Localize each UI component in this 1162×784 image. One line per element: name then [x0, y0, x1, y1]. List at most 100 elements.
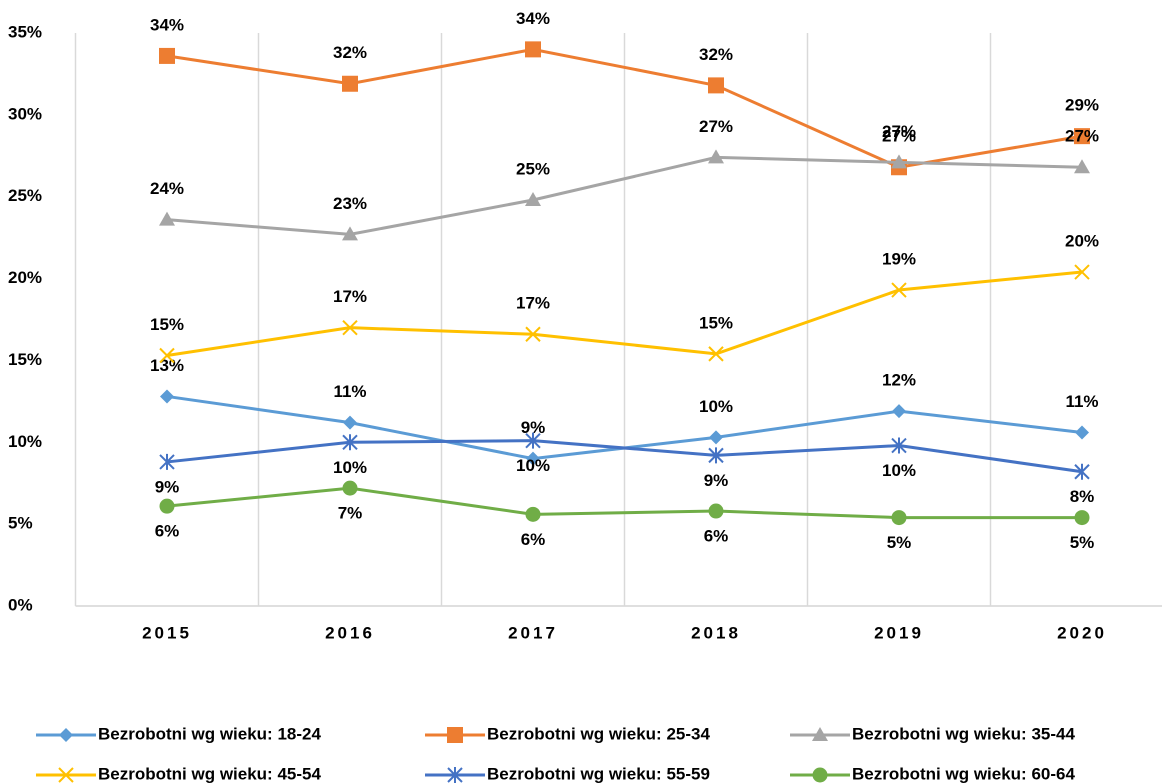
y-tick-label: 30%	[8, 104, 42, 123]
marker	[59, 728, 73, 742]
data-label: 9%	[704, 471, 729, 490]
data-label: 10%	[699, 397, 733, 416]
data-label: 29%	[1065, 96, 1099, 115]
data-label: 15%	[699, 313, 733, 332]
data-label: 6%	[704, 527, 729, 546]
data-label: 32%	[699, 45, 733, 64]
x-tick-label: 2019	[874, 623, 924, 642]
data-label: 10%	[516, 456, 550, 475]
marker	[1074, 128, 1090, 145]
y-tick-label: 20%	[8, 268, 42, 287]
legend-label: Bezrobotni wg wieku: 45-54	[98, 764, 321, 783]
series-line	[166, 439, 1083, 474]
data-label: 24%	[150, 179, 184, 198]
marker	[891, 437, 907, 454]
data-label: 20%	[1065, 232, 1099, 251]
marker	[708, 447, 724, 464]
marker	[1075, 425, 1089, 440]
marker	[891, 154, 907, 169]
marker	[342, 434, 358, 451]
x-tick-label: 2015	[142, 623, 192, 642]
legend-label: Bezrobotni wg wieku: 35-44	[852, 724, 1075, 743]
data-label: 7%	[338, 504, 363, 523]
data-label: 11%	[333, 382, 366, 401]
data-label: 25%	[516, 159, 550, 178]
marker	[708, 346, 724, 362]
marker	[159, 453, 175, 470]
marker	[159, 211, 175, 226]
marker	[159, 47, 175, 64]
y-tick-label: 10%	[8, 432, 42, 451]
legend-label: Bezrobotni wg wieku: 60-64	[852, 764, 1075, 783]
marker	[892, 404, 906, 419]
marker	[709, 430, 723, 445]
data-label: 9%	[155, 477, 180, 496]
data-label: 27%	[699, 117, 733, 136]
data-label: 17%	[516, 294, 550, 313]
marker	[342, 319, 358, 336]
data-label: 13%	[150, 356, 184, 375]
data-label: 10%	[333, 458, 367, 477]
marker	[525, 506, 541, 522]
marker	[447, 727, 463, 743]
data-label: 9%	[521, 418, 546, 437]
x-tick-label: 2017	[508, 623, 558, 642]
marker	[342, 226, 358, 241]
marker	[343, 415, 357, 430]
marker	[160, 389, 174, 404]
x-tick-label: 2018	[691, 623, 741, 642]
data-label: 8%	[1070, 487, 1095, 506]
data-label: 34%	[150, 15, 184, 34]
marker	[342, 480, 358, 496]
data-label: 5%	[887, 533, 912, 552]
marker	[1074, 510, 1090, 526]
marker	[1074, 264, 1090, 280]
y-tick-label: 35%	[8, 22, 42, 41]
marker	[891, 282, 907, 298]
y-tick-label: 15%	[8, 350, 42, 369]
marker	[708, 77, 724, 94]
data-label: 27%	[1065, 127, 1099, 146]
series-line	[166, 270, 1083, 357]
marker	[708, 149, 724, 164]
data-label: 11%	[1065, 392, 1098, 411]
data-label: 15%	[150, 315, 184, 334]
data-label: 27%	[882, 122, 916, 141]
x-tick-label: 2020	[1057, 623, 1107, 642]
data-label: 17%	[333, 287, 367, 306]
legend-label: Bezrobotni wg wieku: 18-24	[98, 724, 321, 743]
data-label: 6%	[155, 522, 180, 541]
data-label: 10%	[882, 461, 916, 480]
marker	[525, 191, 541, 206]
data-label: 34%	[516, 9, 550, 28]
data-label: 5%	[1070, 533, 1095, 552]
marker	[812, 727, 828, 741]
marker	[159, 498, 175, 514]
y-tick-label: 0%	[8, 595, 33, 614]
marker	[525, 326, 541, 342]
marker	[526, 451, 540, 466]
marker	[447, 767, 463, 783]
marker	[812, 767, 828, 783]
data-label: 32%	[333, 43, 367, 62]
marker	[159, 347, 175, 364]
marker	[525, 41, 541, 58]
legend-label: Bezrobotni wg wieku: 25-34	[487, 724, 710, 743]
legend-label: Bezrobotni wg wieku: 55-59	[487, 764, 710, 783]
y-tick-label: 5%	[8, 514, 33, 533]
data-label: 12%	[882, 371, 916, 390]
marker	[342, 75, 358, 92]
data-label: 23%	[333, 194, 367, 213]
y-tick-label: 25%	[8, 186, 42, 205]
marker	[891, 510, 907, 526]
marker	[1074, 463, 1090, 480]
marker	[58, 767, 74, 783]
series-line	[166, 486, 1082, 520]
marker	[525, 432, 541, 449]
marker	[1074, 159, 1090, 174]
data-label: 19%	[882, 250, 916, 269]
series-line	[166, 155, 1083, 236]
marker	[708, 503, 724, 519]
x-tick-label: 2016	[325, 623, 375, 642]
